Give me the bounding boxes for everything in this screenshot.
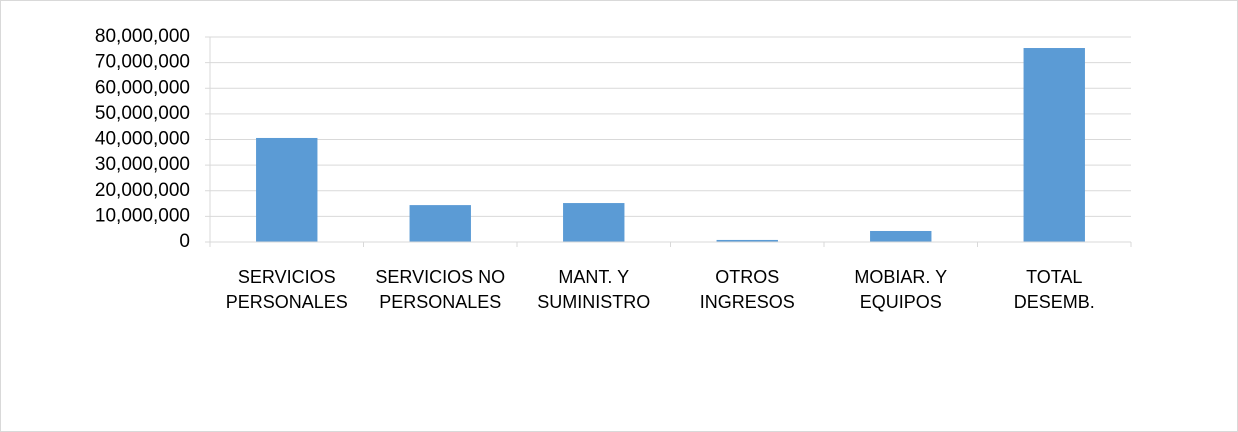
x-tick-label: MANT. Y SUMINISTRO bbox=[537, 267, 651, 312]
bar bbox=[256, 137, 318, 242]
bar bbox=[716, 239, 778, 242]
x-tick-label: TOTAL DESEMB. bbox=[1013, 267, 1095, 312]
bar bbox=[870, 230, 932, 242]
bar bbox=[409, 205, 471, 242]
y-tick-label: 50,000,000 bbox=[95, 103, 190, 124]
y-tick-label: 30,000,000 bbox=[95, 154, 190, 175]
y-tick-label: 0 bbox=[179, 231, 190, 252]
x-tick-label: SERVICIOS NO PERSONALES bbox=[375, 267, 506, 312]
bar bbox=[1023, 48, 1085, 242]
x-tick-label: OTROS INGRESOS bbox=[699, 267, 795, 312]
y-tick-label: 60,000,000 bbox=[95, 77, 190, 98]
bar bbox=[563, 203, 625, 242]
y-tick-label: 70,000,000 bbox=[95, 52, 190, 73]
x-tick-label: MOBIAR. Y EQUIPOS bbox=[854, 267, 948, 312]
y-tick-label: 20,000,000 bbox=[95, 180, 190, 201]
y-tick-label: 40,000,000 bbox=[95, 129, 190, 150]
y-tick-label: 10,000,000 bbox=[95, 205, 190, 226]
x-tick-label: SERVICIOS PERSONALES bbox=[225, 267, 348, 312]
y-tick-label: 80,000,000 bbox=[95, 26, 190, 47]
